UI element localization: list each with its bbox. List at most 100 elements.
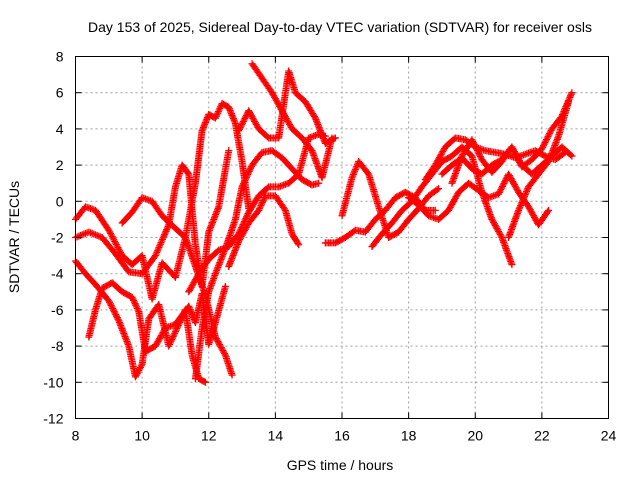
data-point: [567, 151, 575, 159]
data-point: [351, 166, 359, 174]
data-point: [218, 345, 226, 353]
data-point: [280, 205, 288, 213]
data-point: [509, 178, 517, 186]
data-point: [439, 148, 447, 156]
data-point: [155, 336, 163, 344]
data-point: [214, 108, 222, 116]
data-point: [86, 229, 94, 237]
data-point: [490, 218, 498, 226]
chart-title: Day 153 of 2025, Sidereal Day-to-day VTE…: [88, 19, 592, 35]
y-tick-label: -4: [51, 266, 64, 282]
data-point: [516, 158, 524, 166]
x-axis-label: GPS time / hours: [287, 457, 394, 473]
data-points: [72, 60, 576, 386]
data-point: [247, 164, 255, 172]
data-point: [237, 233, 245, 241]
data-point: [315, 179, 323, 187]
data-point: [469, 139, 477, 147]
data-point: [242, 113, 250, 121]
data-point: [155, 244, 163, 252]
data-point: [330, 135, 338, 143]
data-point: [488, 215, 496, 223]
x-tick-label: 22: [534, 428, 550, 444]
data-point: [156, 335, 164, 343]
data-point: [540, 140, 548, 148]
data-point: [216, 104, 224, 112]
data-point: [496, 187, 504, 195]
x-tick-label: 14: [268, 428, 284, 444]
data-point: [260, 195, 268, 203]
data-point: [238, 183, 246, 191]
data-point: [568, 89, 576, 97]
data-point: [111, 237, 119, 245]
y-axis-label: SDTVAR / TECUs: [6, 181, 22, 293]
data-point: [501, 176, 509, 184]
data-point: [433, 186, 441, 194]
data-point: [255, 206, 263, 214]
data-point: [156, 333, 164, 341]
data-point: [476, 151, 484, 159]
data-point: [110, 308, 118, 316]
data-point: [200, 378, 208, 386]
data-point: [473, 146, 481, 154]
data-point: [239, 230, 247, 238]
data-point: [544, 133, 552, 141]
data-point: [249, 114, 257, 122]
data-point: [244, 210, 252, 218]
data-point: [159, 234, 167, 242]
data-point: [253, 122, 261, 130]
data-point: [75, 232, 83, 240]
data-point: [270, 92, 278, 100]
data-point: [447, 202, 455, 210]
data-point: [189, 280, 197, 288]
data-point: [445, 206, 453, 214]
data-point: [274, 99, 282, 107]
data-point: [542, 137, 550, 145]
data-point: [526, 206, 534, 214]
data-point: [153, 248, 161, 256]
data-point: [235, 237, 243, 245]
data-point: [469, 137, 477, 145]
data-point: [168, 336, 176, 344]
data-point: [236, 125, 243, 133]
data-point: [107, 301, 115, 309]
data-point: [106, 229, 114, 237]
data-point: [286, 120, 294, 128]
data-point: [294, 239, 302, 247]
data-point: [529, 210, 537, 218]
data-point: [509, 145, 517, 153]
data-point: [229, 115, 237, 123]
data-point: [490, 220, 498, 228]
data-point: [539, 143, 547, 151]
y-tick-label: -8: [51, 338, 64, 354]
data-point: [331, 134, 339, 142]
data-point: [116, 248, 124, 256]
data-point: [213, 111, 221, 119]
data-point: [433, 158, 441, 166]
data-point: [242, 175, 250, 183]
data-point: [450, 196, 458, 204]
y-tick-label: 2: [56, 157, 64, 173]
y-tick-label: -6: [51, 302, 64, 318]
data-point: [213, 336, 221, 344]
data-point: [508, 143, 516, 151]
data-point: [187, 307, 195, 315]
data-point: [201, 120, 209, 128]
data-point: [241, 177, 249, 185]
data-point: [236, 234, 244, 242]
data-point: [521, 192, 529, 200]
data-point: [521, 191, 529, 199]
data-point: [540, 151, 548, 159]
data-point: [525, 204, 533, 212]
data-point: [130, 296, 138, 304]
data-point: [241, 225, 249, 233]
data-point: [546, 129, 554, 137]
data-point: [543, 134, 551, 142]
data-point: [440, 146, 448, 154]
data-point: [156, 242, 164, 250]
data-point: [193, 273, 201, 281]
data-point: [568, 152, 576, 160]
data-point: [240, 116, 248, 124]
data-point: [545, 131, 553, 139]
data-point: [451, 194, 459, 202]
